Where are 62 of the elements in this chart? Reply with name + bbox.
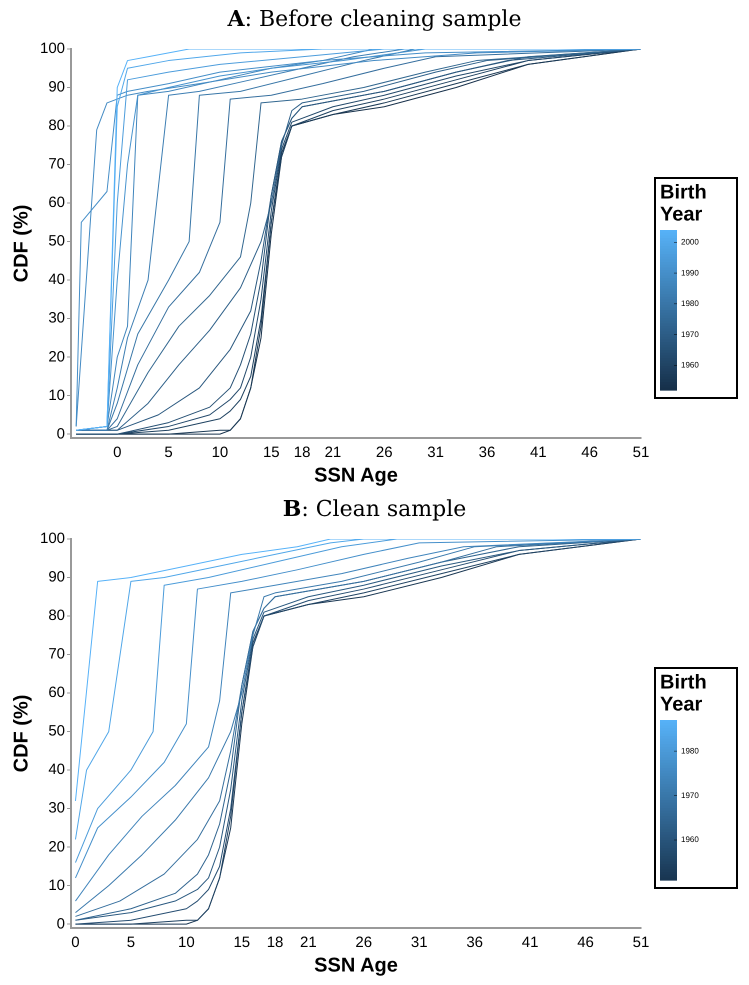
x-axis-title: SSN Age — [314, 464, 398, 487]
x-tick-label: 31 — [427, 444, 444, 462]
x-tick-label: 15 — [262, 444, 280, 462]
x-tick-label: 21 — [324, 444, 342, 462]
y-tick-label: 90 — [48, 568, 66, 586]
color-bar-title: Birth Year — [660, 672, 707, 716]
color-bar-label: 1980 — [681, 746, 700, 756]
x-tick-label: 51 — [632, 934, 650, 952]
y-tick-label: 60 — [48, 684, 66, 702]
x-tick-label: 41 — [522, 934, 538, 952]
color-bar-label: 1960 — [681, 360, 700, 370]
x-tick-label: 0 — [113, 444, 122, 462]
y-tick-label: 80 — [48, 117, 66, 134]
x-tick-label: 5 — [164, 444, 173, 462]
y-tick-label: 50 — [48, 722, 66, 740]
y-tick-label: 10 — [48, 876, 66, 894]
x-tick-label: 46 — [577, 934, 594, 952]
y-tick-label: 40 — [48, 271, 66, 288]
chart-title: B: Clean sample — [282, 495, 468, 524]
color-bar-title: Birth Year — [660, 182, 707, 226]
y-tick-label: 0 — [56, 915, 66, 932]
x-tick-label: 5 — [126, 934, 136, 952]
x-tick-label: 51 — [632, 444, 650, 462]
y-tick-label: 50 — [48, 232, 66, 250]
y-axis-title: CDF (%) — [10, 204, 33, 282]
y-tick-label: 20 — [48, 348, 66, 366]
x-tick-label: 18 — [266, 934, 284, 952]
y-axis-title: CDF (%) — [10, 694, 33, 772]
x-tick-label: 18 — [294, 444, 310, 462]
y-tick-label: 80 — [48, 607, 66, 624]
y-tick-label: 100 — [40, 530, 66, 548]
x-tick-label: 31 — [410, 934, 428, 952]
y-tick-label: 30 — [48, 800, 66, 817]
y-tick-label: 20 — [48, 838, 66, 856]
x-tick-label: 36 — [478, 444, 496, 462]
y-tick-label: 40 — [48, 761, 66, 778]
color-bar-label: 1970 — [681, 790, 700, 800]
y-tick-label: 100 — [40, 40, 66, 58]
x-tick-label: 0 — [71, 934, 80, 952]
x-tick-label: 36 — [466, 934, 484, 952]
color-bar-label: 1960 — [681, 835, 700, 844]
x-axis-title: SSN Age — [314, 954, 398, 977]
x-tick-label: 26 — [355, 934, 372, 952]
x-tick-label: 21 — [300, 934, 317, 952]
y-tick-label: 0 — [56, 425, 66, 442]
x-tick-label: 26 — [376, 444, 393, 462]
color-bar-label: 1980 — [681, 299, 700, 308]
y-tick-label: 70 — [48, 156, 66, 173]
color-bar-label: 2000 — [681, 238, 700, 247]
y-tick-label: 60 — [48, 194, 66, 212]
x-tick-label: 46 — [581, 444, 598, 462]
x-tick-label: 15 — [233, 934, 250, 952]
chart-title: A: Before cleaning sample — [226, 5, 522, 34]
x-tick-label: 41 — [530, 444, 547, 462]
y-tick-label: 90 — [48, 78, 66, 96]
x-tick-label: 10 — [178, 934, 195, 952]
y-tick-label: 10 — [48, 386, 66, 404]
y-tick-label: 70 — [48, 646, 66, 663]
color-bar-label: 1970 — [681, 330, 700, 339]
color-bar-label: 1990 — [681, 268, 700, 278]
y-tick-label: 30 — [48, 310, 66, 327]
x-tick-label: 10 — [212, 444, 228, 462]
